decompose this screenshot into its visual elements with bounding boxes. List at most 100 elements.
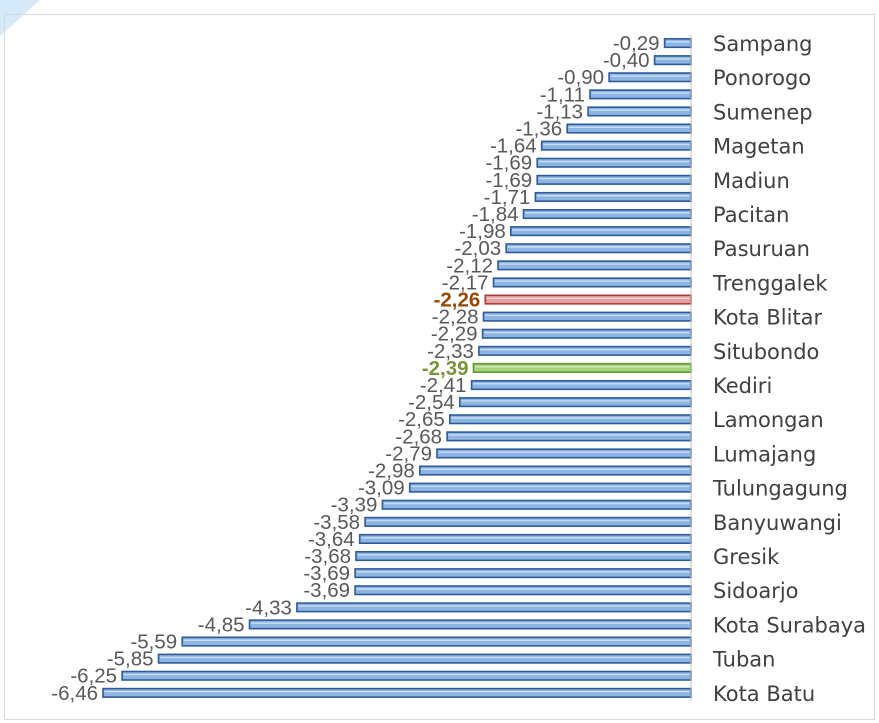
bars-layer [102,37,692,698]
bar-10 [534,191,692,202]
category-label-kota-blitar: Kota Blitar [713,306,823,330]
value-label-26: -2,98 [368,460,415,483]
bar-28 [381,499,692,510]
bar-17 [482,311,692,322]
value-label-15: -2,17 [442,271,489,294]
chart-border [4,14,875,720]
category-label-pasuruan: Pasuruan [713,237,810,261]
bar-3 [608,72,692,83]
bar-39 [102,687,692,698]
value-label-2: -0,40 [603,49,650,72]
category-label-lamongan: Lamongan [713,408,824,432]
category-label-magetan: Magetan [713,135,805,159]
bar-12 [509,226,692,237]
value-label-5: -1,13 [536,100,583,123]
value-label-18: -2,29 [431,323,478,346]
bar-18 [481,328,692,339]
value-label-21: -2,41 [420,374,467,397]
bar-13 [505,243,692,254]
bar-11 [522,209,692,220]
bar-37 [157,653,692,664]
category-label-pacitan: Pacitan [713,203,789,227]
value-label-9: -1,69 [485,169,532,192]
value-label-37: -5,85 [107,648,154,671]
category-label-banyuwangi: Banyuwangi [713,511,842,535]
value-label-38: -6,25 [70,665,117,688]
category-label-trenggalek: Trenggalek [712,271,828,295]
value-label-20: -2,39 [422,357,469,380]
value-label-34: -4,33 [245,596,292,619]
category-label-tuban: Tuban [712,648,775,672]
category-label-sumenep: Sumenep [713,100,813,124]
value-labels-layer: -0,29-0,40-0,90-1,11-1,13-1,36-1,64-1,69… [51,32,659,705]
bar-20 [472,362,692,374]
bar-32 [354,568,692,579]
value-label-14: -2,12 [446,254,493,277]
bar-33 [354,585,692,596]
bar-34 [296,602,692,613]
bar-31 [355,550,692,562]
value-label-27: -3,09 [358,477,405,500]
value-label-36: -5,59 [130,631,177,654]
category-label-madiun: Madiun [713,169,790,193]
value-label-30: -3,64 [308,528,355,551]
bar-2 [653,55,692,66]
bar-38 [121,670,692,681]
category-label-lumajang: Lumajang [713,442,816,466]
value-label-6: -1,36 [515,118,562,141]
bar-24 [446,431,692,442]
bar-30 [358,533,692,545]
value-label-3: -0,90 [557,66,604,89]
bar-26 [418,465,692,476]
value-label-28: -3,39 [331,494,378,517]
bar-15 [492,277,692,288]
value-label-24: -2,68 [395,425,442,448]
bar-25 [436,448,692,459]
value-label-7: -1,64 [490,135,537,158]
category-label-ponorogo: Ponorogo [713,66,811,90]
value-label-13: -2,03 [454,237,501,260]
corner-accent [0,0,40,36]
value-label-39: -6,46 [51,682,98,705]
value-label-31: -3,68 [304,545,351,568]
bar-14 [497,260,692,271]
bar-21 [470,379,692,391]
value-label-4: -1,11 [540,83,585,106]
category-label-sampang: Sampang [713,32,813,56]
bar-6 [566,123,692,134]
category-labels-layer: Sampang Ponorogo Sumenep Magetan Madiun Pacit… [712,32,866,706]
value-label-23: -2,65 [398,408,445,431]
category-label-kota-batu: Kota Batu [713,682,815,706]
value-label-8: -1,69 [485,152,532,175]
value-label-25: -2,79 [385,442,432,465]
value-label-17: -2,28 [432,306,479,329]
value-label-12: -1,98 [459,220,506,243]
bar-8 [536,157,692,168]
bar-7 [540,140,692,151]
value-label-16: -2,26 [434,289,481,312]
bar-23 [448,414,692,425]
category-label-tulungagung: Tulungagung [712,477,848,501]
bar-36 [181,636,692,647]
bar-27 [408,482,692,493]
bar-9 [536,174,692,185]
category-label-sidoarjo: Sidoarjo [713,579,799,603]
bar-29 [364,516,692,527]
value-label-19: -2,33 [427,340,474,363]
bar-4 [589,89,692,100]
bar-1 [663,37,692,49]
bar-19 [478,345,692,356]
value-label-29: -3,58 [313,511,360,534]
value-label-33: -3,69 [303,579,350,602]
bar-16 [484,294,692,305]
value-label-11: -1,84 [472,203,519,226]
value-label-35: -4,85 [198,613,245,636]
category-label-situbondo: Situbondo [713,340,819,364]
category-label-kediri: Kediri [713,374,772,398]
bar-22 [458,397,692,408]
value-label-22: -2,54 [408,391,455,414]
value-label-10: -1,71 [484,186,531,209]
category-label-gresik: Gresik [713,545,780,569]
value-label-1: -0,29 [613,32,660,55]
